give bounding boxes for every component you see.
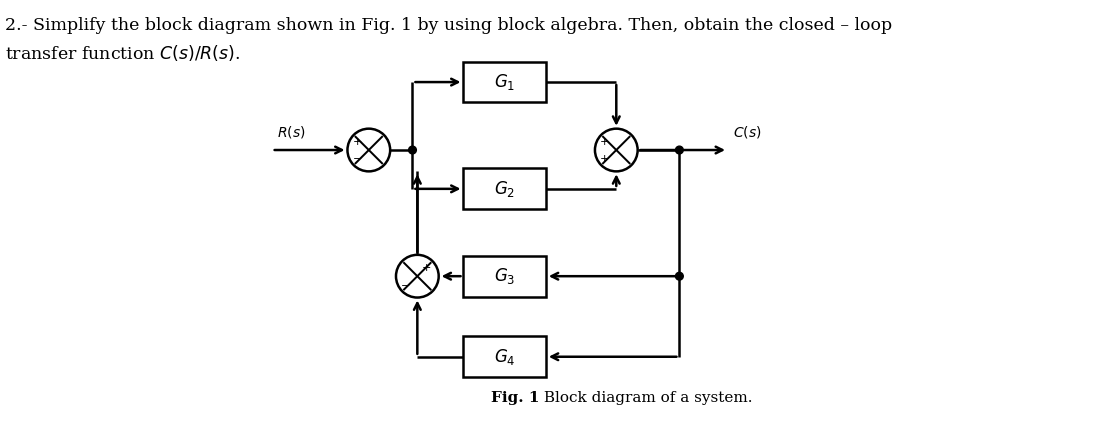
Bar: [463, 256, 546, 297]
Circle shape: [409, 146, 417, 154]
Circle shape: [675, 272, 683, 280]
Text: $G_1$: $G_1$: [494, 72, 516, 92]
Text: $G_4$: $G_4$: [494, 347, 516, 367]
Text: $C(s)$: $C(s)$: [733, 124, 761, 140]
Bar: [463, 336, 546, 377]
Circle shape: [675, 146, 683, 154]
Text: 2.- Simplify the block diagram shown in Fig. 1 by using block algebra. Then, obt: 2.- Simplify the block diagram shown in …: [4, 17, 892, 34]
Text: −: −: [401, 281, 410, 291]
Text: $G_2$: $G_2$: [494, 179, 516, 199]
Text: +: +: [600, 155, 609, 165]
Text: $R(s)$: $R(s)$: [277, 124, 306, 140]
Text: +: +: [600, 137, 609, 147]
Text: +: +: [352, 137, 362, 147]
Text: −: −: [352, 155, 362, 165]
Bar: [463, 168, 546, 209]
Text: transfer function $C(s)/R(s)$.: transfer function $C(s)/R(s)$.: [4, 43, 240, 63]
Bar: [463, 61, 546, 103]
Text: $G_3$: $G_3$: [494, 266, 516, 286]
Text: Fig. 1: Fig. 1: [491, 391, 539, 405]
Text: Block diagram of a system.: Block diagram of a system.: [539, 391, 752, 405]
Text: +: +: [422, 263, 431, 273]
